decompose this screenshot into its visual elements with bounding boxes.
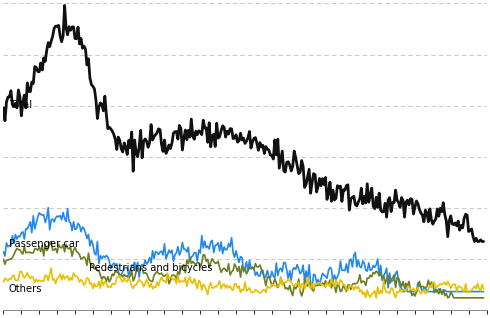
Text: Total: Total	[9, 100, 32, 110]
Text: Pedestrians and bicycles: Pedestrians and bicycles	[89, 263, 213, 273]
Text: Passenger car: Passenger car	[9, 239, 79, 249]
Text: Others: Others	[9, 284, 42, 294]
